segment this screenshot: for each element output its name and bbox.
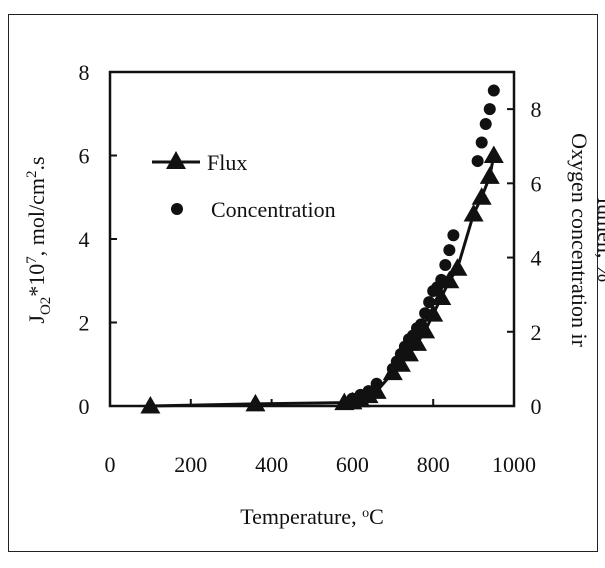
- concentration-point: [479, 117, 492, 130]
- y-right-tick-label: 0: [531, 394, 542, 419]
- figure-frame: [8, 14, 598, 552]
- y-right-tick-label: 8: [531, 97, 542, 122]
- flux-point: [483, 145, 504, 163]
- legend-flux-marker: [166, 151, 186, 169]
- concentration-point: [423, 296, 436, 309]
- flux-point: [407, 333, 428, 351]
- y-right-tick-label: 2: [531, 320, 542, 345]
- y-left-tick-label: 0: [79, 394, 90, 419]
- legend: Flux Concentration: [152, 150, 336, 222]
- flux-point: [423, 304, 444, 322]
- x-axis: 0 200 400 600 800 1000: [105, 399, 536, 477]
- flux-point: [398, 343, 419, 362]
- x-tick-label: 800: [417, 452, 450, 477]
- flux-point: [245, 393, 266, 412]
- x-tick-label: 400: [255, 452, 288, 477]
- legend-concentration-marker: [171, 203, 183, 215]
- y-left-tick-label: 8: [79, 60, 90, 85]
- concentration-series: [346, 84, 500, 405]
- y-axis-right: 0 2 4 6 8: [507, 97, 542, 419]
- flux-point: [140, 396, 161, 414]
- flux-point: [431, 287, 452, 305]
- concentration-point: [487, 84, 500, 97]
- flux-point: [390, 354, 411, 372]
- x-axis-title: Temperature, oC: [240, 504, 384, 529]
- flux-point: [366, 381, 387, 399]
- flux-point: [415, 320, 436, 339]
- x-tick-label: 0: [105, 452, 116, 477]
- y-left-tick-label: 2: [79, 311, 90, 336]
- concentration-point: [447, 229, 460, 242]
- legend-flux-label: Flux: [207, 150, 247, 175]
- y-axis-left: 0 2 4 6 8: [79, 60, 117, 419]
- flux-point: [479, 166, 500, 184]
- x-tick-label: 600: [336, 452, 369, 477]
- y-left-tick-label: 4: [79, 227, 90, 252]
- y-axis-right-title-line1: Oxygen concentration ir: [567, 133, 592, 347]
- y-right-tick-label: 6: [531, 171, 542, 196]
- flux-series: [140, 145, 504, 414]
- concentration-point: [471, 155, 484, 168]
- flux-point: [463, 203, 484, 222]
- y-axis-left-title: JO2*107, mol/cm2.s: [24, 156, 54, 323]
- legend-concentration-label: Concentration: [211, 197, 336, 222]
- concentration-point: [443, 244, 456, 257]
- y-right-tick-label: 4: [531, 246, 542, 271]
- flux-point: [447, 258, 468, 276]
- concentration-point: [475, 136, 488, 149]
- x-tick-label: 200: [174, 452, 207, 477]
- flux-point: [471, 187, 492, 205]
- concentration-point: [439, 258, 452, 271]
- y-left-tick-label: 6: [79, 144, 90, 169]
- concentration-point: [483, 103, 496, 116]
- x-tick-label: 1000: [492, 452, 536, 477]
- flux-point: [439, 270, 460, 289]
- y-axis-right-title-line2: lumen, %: [593, 198, 605, 282]
